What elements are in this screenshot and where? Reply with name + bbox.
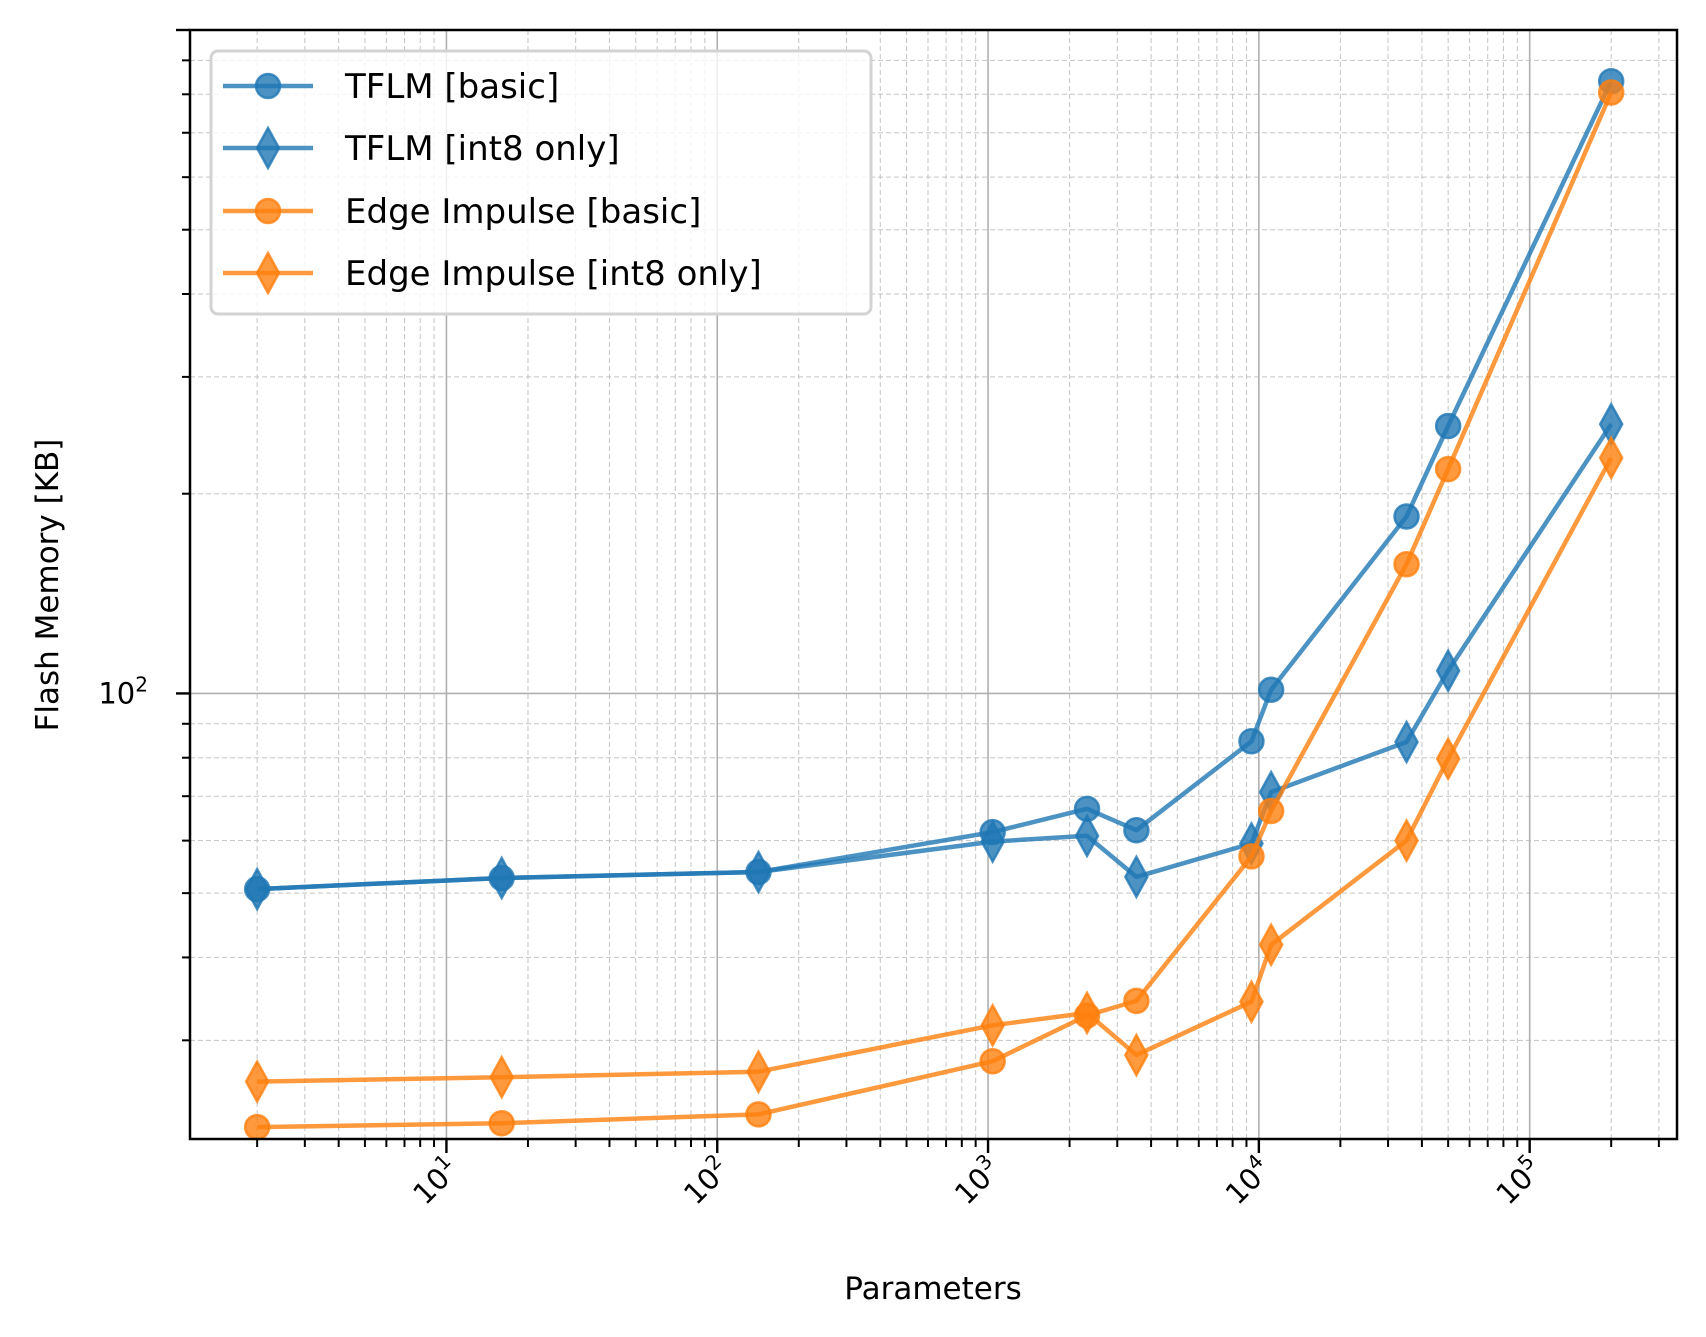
- data-point: [489, 1054, 515, 1100]
- data-point: [1074, 990, 1100, 1036]
- series-edge-impulse-int8-only: [244, 435, 1624, 1105]
- data-point: [1257, 797, 1285, 825]
- legend-frame: [209, 49, 873, 316]
- data-point: [1393, 550, 1420, 578]
- data-point: [1074, 813, 1100, 859]
- data-point: [1238, 843, 1265, 870]
- data-point: [746, 849, 771, 895]
- axis-ticks: [176, 28, 1660, 1153]
- data-point: [1434, 455, 1462, 483]
- data-point: [1123, 854, 1149, 900]
- legend-entry: Edge Impulse [basic]: [223, 192, 701, 232]
- legend-entry: TFLM [int8 only]: [223, 125, 620, 171]
- legend-diamond-marker: [255, 125, 281, 171]
- y-tick-labels: 102: [98, 672, 148, 710]
- data-point: [745, 1101, 772, 1128]
- legend: TFLM [basic] TFLM [int8 only] Edge Impulse…: [209, 49, 873, 316]
- data-point: [1394, 818, 1419, 864]
- data-point: [1257, 676, 1285, 703]
- data-point: [1435, 648, 1461, 694]
- data-point: [244, 866, 270, 912]
- data-point: [489, 855, 515, 901]
- series-edge-impulse-basic: [243, 79, 1625, 1141]
- y-tick-label: 102: [98, 672, 148, 710]
- data-point: [1434, 412, 1462, 440]
- data-point: [1598, 435, 1624, 481]
- legend-circle-marker: [254, 72, 282, 100]
- data-point: [1239, 979, 1264, 1025]
- data-point: [1435, 736, 1461, 782]
- data-point: [980, 1002, 1006, 1048]
- data-point: [1258, 922, 1284, 968]
- series-layer: [243, 68, 1625, 1141]
- data-point: [1238, 728, 1265, 755]
- data-point: [1123, 816, 1150, 844]
- data-point: [1394, 719, 1419, 765]
- data-point: [1393, 503, 1420, 530]
- x-axis-label: Parameters: [844, 1271, 1021, 1307]
- legend-entry: Edge Impulse [int8 only]: [223, 250, 762, 296]
- data-point: [746, 1049, 771, 1095]
- data-point: [980, 818, 1006, 865]
- data-point: [979, 1047, 1006, 1075]
- legend-circle-marker: [254, 197, 282, 225]
- legend-label: TFLM [basic]: [344, 67, 559, 107]
- data-point: [1597, 79, 1625, 106]
- data-point: [1123, 987, 1150, 1015]
- data-point: [488, 1109, 515, 1137]
- legend-label: TFLM [int8 only]: [344, 129, 620, 169]
- data-point: [244, 1058, 270, 1105]
- data-point: [243, 1113, 271, 1141]
- axes-frame: [188, 28, 1679, 1141]
- legend-entry: TFLM [basic]: [223, 67, 559, 107]
- legend-diamond-marker: [255, 250, 281, 296]
- legend-label: Edge Impulse [int8 only]: [345, 254, 762, 294]
- legend-label: Edge Impulse [basic]: [345, 192, 701, 232]
- y-axis-label: Flash Memory [KB]: [30, 439, 66, 732]
- data-point: [1123, 1032, 1149, 1078]
